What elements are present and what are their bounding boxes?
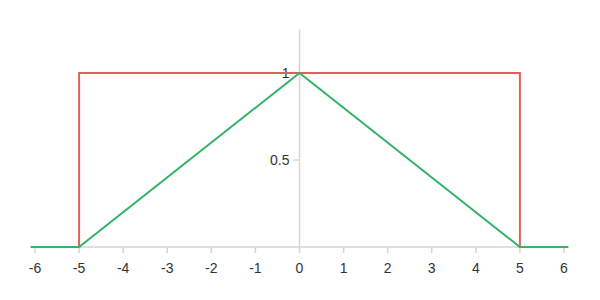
series-line [31,73,569,247]
y-tick [294,159,300,161]
y-axis [299,30,301,248]
x-tick-label: 6 [560,260,568,276]
y-tick-label: 0.5 [270,152,290,168]
x-tick-label: -6 [29,260,42,276]
x-tick-label: -4 [117,260,130,276]
x-tick-label: -2 [205,260,218,276]
x-tick-label: 2 [384,260,392,276]
chart: -6-5-4-3-2-101234560.51 [0,0,600,300]
x-tick-label: -1 [249,260,262,276]
x-tick [475,247,477,253]
x-tick-label: 1 [340,260,348,276]
x-tick [431,247,433,253]
x-tick [255,247,257,253]
x-tick-label: -3 [161,260,174,276]
x-tick [387,247,389,253]
x-tick-label: -5 [73,260,86,276]
x-tick-label: 0 [296,260,304,276]
chart-svg: -6-5-4-3-2-101234560.51 [0,0,600,300]
x-tick [343,247,345,253]
x-tick-label: 4 [472,260,480,276]
series-line [31,73,569,247]
x-tick-label: 3 [428,260,436,276]
x-tick [211,247,213,253]
x-tick [122,247,124,253]
plot-area [31,73,569,247]
x-tick [167,247,169,253]
x-tick [299,247,301,253]
x-tick-label: 5 [516,260,524,276]
